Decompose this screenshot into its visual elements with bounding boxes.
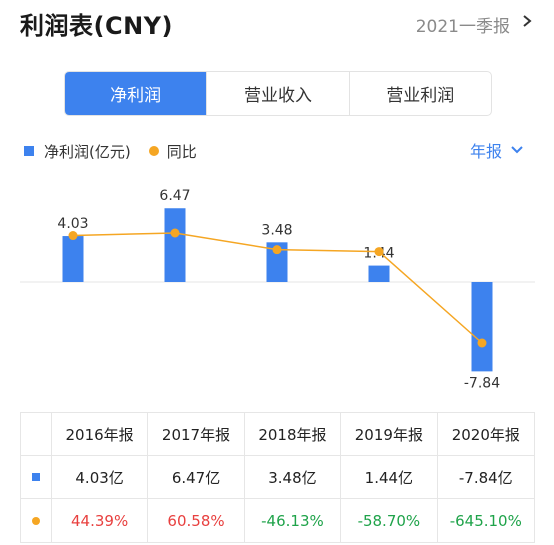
- bar: [62, 236, 84, 282]
- table-header-cell: 2016年报: [52, 413, 149, 455]
- yoy-point: [477, 338, 487, 348]
- header: 利润表(CNY) 2021一季报: [20, 0, 540, 46]
- table-cell: -7.84亿: [458, 468, 513, 487]
- chevron-right-icon[interactable]: [520, 10, 536, 32]
- table-cell: -46.13%: [245, 499, 342, 542]
- table-header-cell: 2019年报: [341, 413, 438, 455]
- table-cell: 6.47亿: [148, 456, 245, 498]
- row-marker: [21, 456, 52, 498]
- yoy-point: [170, 228, 180, 238]
- bar: [471, 282, 493, 372]
- table-header-row: 2016年报 2017年报 2018年报 2019年报 2020年报: [21, 413, 534, 456]
- bar: [164, 208, 186, 282]
- table-cell: 60.58%: [148, 499, 245, 542]
- data-table: 2016年报 2017年报 2018年报 2019年报 2020年报 4.03亿…: [20, 412, 535, 543]
- bar-data-label: 4.03: [57, 216, 88, 232]
- net-profit-chart: 4.036.473.481.44-7.84: [20, 188, 535, 391]
- frequency-label: 年报: [469, 142, 502, 161]
- table-cell: -645.10%: [449, 511, 522, 530]
- bar-legend-label: 净利润(亿元): [44, 142, 131, 161]
- table-row-yoy: 44.39% 60.58% -46.13% -58.70% -645.10%: [21, 499, 534, 542]
- bar-series-marker: [31, 473, 40, 481]
- yoy-point: [374, 247, 384, 257]
- table-cell: 1.44亿: [341, 456, 438, 498]
- table-cell: -58.70%: [341, 499, 438, 542]
- bar: [368, 265, 390, 282]
- bar: [266, 242, 288, 282]
- yoy-point: [68, 231, 78, 241]
- line-series-marker: [31, 516, 40, 525]
- table-cell: 44.39%: [52, 499, 149, 542]
- metric-tabs: 净利润 营业收入 营业利润: [64, 71, 492, 116]
- table-corner: [21, 413, 52, 455]
- table-header-cell: 2018年报: [245, 413, 342, 455]
- table-header-cell: 2017年报: [148, 413, 245, 455]
- frequency-dropdown[interactable]: 年报: [470, 138, 524, 162]
- chart-legend: 净利润(亿元) 同比: [24, 140, 197, 162]
- bar-data-label: 3.48: [261, 222, 292, 238]
- line-legend-label: 同比: [166, 142, 197, 161]
- tab-operating-revenue[interactable]: 营业收入: [207, 72, 350, 115]
- yoy-point: [272, 245, 282, 255]
- bar-data-label: 6.47: [159, 188, 190, 204]
- table-cell: 3.48亿: [245, 456, 342, 498]
- tab-net-profit[interactable]: 净利润: [65, 72, 208, 115]
- page-title: 利润表(CNY): [20, 12, 174, 40]
- row-marker: [21, 499, 52, 542]
- table-header-cell: 2020年报: [451, 425, 520, 444]
- table-cell: 4.03亿: [52, 456, 149, 498]
- table-row-net-profit: 4.03亿 6.47亿 3.48亿 1.44亿 -7.84亿: [21, 456, 534, 499]
- period-selector[interactable]: 2021一季报: [415, 17, 510, 37]
- line-legend-marker: [148, 146, 159, 156]
- tab-operating-profit[interactable]: 营业利润: [386, 86, 455, 106]
- bar-legend-marker: [24, 146, 34, 156]
- chevron-down-icon: [511, 146, 523, 154]
- bar-data-label: -7.84: [464, 375, 500, 391]
